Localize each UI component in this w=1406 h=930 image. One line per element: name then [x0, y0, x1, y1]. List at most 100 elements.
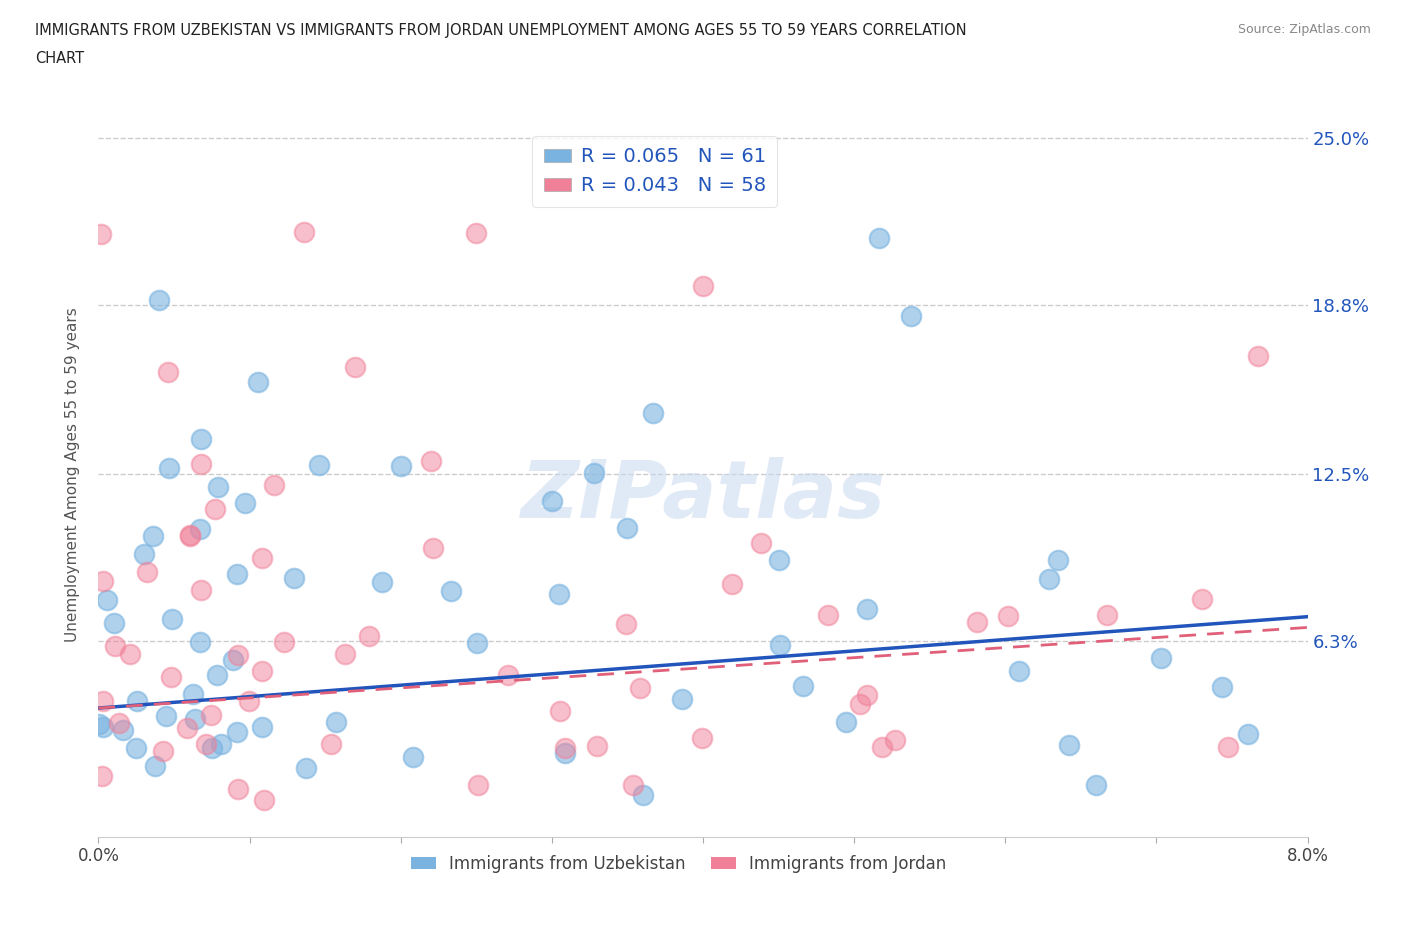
Point — [205, 668, 228, 683]
Point — [252, 792, 274, 807]
Point — [145, 759, 167, 774]
Point — [465, 225, 488, 240]
Point — [440, 583, 463, 598]
Point — [207, 479, 229, 494]
Point — [554, 741, 576, 756]
Point — [184, 711, 207, 726]
Point — [769, 638, 792, 653]
Point — [628, 681, 651, 696]
Point — [1247, 349, 1270, 364]
Text: ZIPatlas: ZIPatlas — [520, 457, 886, 535]
Point — [792, 679, 814, 694]
Point — [1237, 727, 1260, 742]
Point — [614, 617, 637, 631]
Point — [160, 611, 183, 626]
Point — [467, 777, 489, 792]
Point — [872, 739, 894, 754]
Legend: Immigrants from Uzbekistan, Immigrants from Jordan: Immigrants from Uzbekistan, Immigrants f… — [405, 848, 953, 880]
Point — [548, 586, 571, 601]
Point — [817, 607, 839, 622]
Point — [104, 638, 127, 653]
Point — [465, 636, 488, 651]
Point — [91, 693, 114, 708]
Point — [420, 454, 443, 469]
Point — [371, 575, 394, 590]
Point — [228, 647, 250, 662]
Point — [107, 716, 129, 731]
Text: CHART: CHART — [35, 51, 84, 66]
Point — [195, 737, 218, 751]
Point — [548, 704, 571, 719]
Point — [226, 781, 249, 796]
Point — [692, 279, 714, 294]
Y-axis label: Unemployment Among Ages 55 to 59 years: Unemployment Among Ages 55 to 59 years — [65, 307, 80, 642]
Point — [1038, 571, 1060, 586]
Point — [157, 365, 180, 379]
Point — [283, 570, 305, 585]
Point — [222, 652, 245, 667]
Point — [997, 608, 1019, 623]
Point — [1085, 777, 1108, 792]
Point — [225, 566, 247, 581]
Point — [643, 406, 665, 421]
Point — [308, 458, 330, 473]
Point — [333, 646, 356, 661]
Point — [751, 536, 773, 551]
Point — [1046, 553, 1069, 568]
Point — [91, 720, 114, 735]
Point — [631, 788, 654, 803]
Point — [190, 457, 212, 472]
Point — [359, 628, 381, 643]
Point — [690, 731, 713, 746]
Point — [148, 292, 170, 307]
Point — [344, 359, 367, 374]
Point — [125, 694, 148, 709]
Point — [616, 521, 638, 536]
Point — [190, 432, 212, 447]
Point — [294, 761, 316, 776]
Point — [188, 521, 211, 536]
Point — [623, 777, 645, 792]
Point — [152, 744, 174, 759]
Point — [204, 501, 226, 516]
Point — [155, 709, 177, 724]
Point — [1008, 663, 1031, 678]
Point — [319, 737, 342, 751]
Point — [250, 720, 273, 735]
Point — [90, 226, 112, 241]
Point — [583, 466, 606, 481]
Point — [200, 708, 222, 723]
Point — [883, 733, 905, 748]
Point — [250, 664, 273, 679]
Point — [103, 616, 125, 631]
Point — [142, 528, 165, 543]
Point — [179, 528, 201, 543]
Point — [554, 745, 576, 760]
Point — [1211, 680, 1233, 695]
Point — [157, 460, 180, 475]
Point — [834, 715, 856, 730]
Point — [1095, 607, 1118, 622]
Point — [135, 565, 157, 580]
Point — [585, 738, 607, 753]
Point — [721, 576, 744, 591]
Point — [209, 737, 232, 751]
Point — [190, 583, 212, 598]
Point — [176, 721, 198, 736]
Point — [422, 540, 444, 555]
Point — [112, 723, 135, 737]
Point — [855, 602, 877, 617]
Point — [1218, 739, 1240, 754]
Point — [325, 714, 347, 729]
Point — [768, 552, 790, 567]
Point — [389, 458, 412, 473]
Point — [179, 528, 201, 543]
Point — [125, 740, 148, 755]
Point — [263, 477, 285, 492]
Point — [671, 692, 693, 707]
Point — [868, 231, 890, 246]
Point — [849, 697, 872, 711]
Point — [238, 694, 260, 709]
Point — [402, 750, 425, 764]
Text: IMMIGRANTS FROM UZBEKISTAN VS IMMIGRANTS FROM JORDAN UNEMPLOYMENT AMONG AGES 55 : IMMIGRANTS FROM UZBEKISTAN VS IMMIGRANTS… — [35, 23, 967, 38]
